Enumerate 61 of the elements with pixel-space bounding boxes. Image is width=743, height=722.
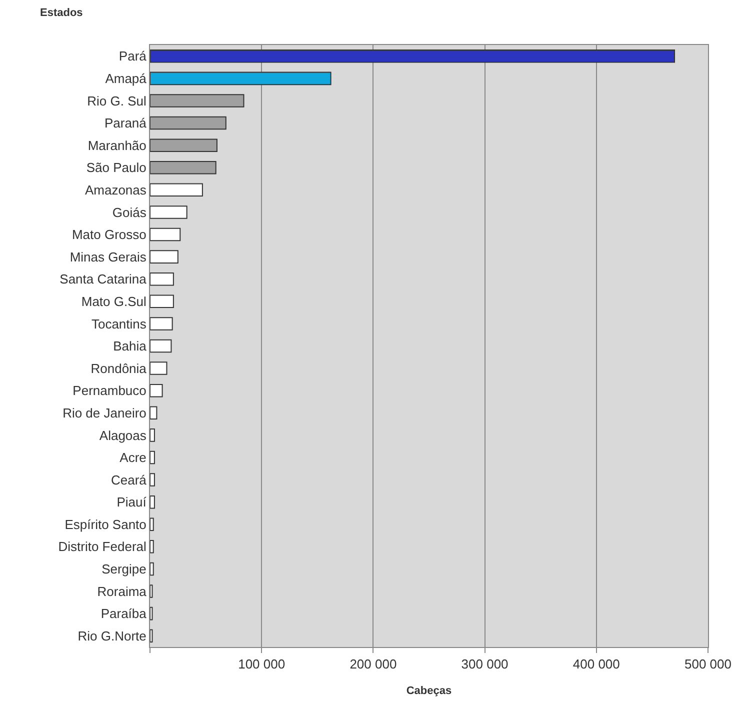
y-tick-label: Pernambuco — [72, 383, 146, 398]
bar — [150, 72, 332, 86]
y-tick-label: Rio de Janeiro — [62, 405, 146, 420]
x-tick-label: 300 000 — [461, 656, 508, 672]
bar — [150, 161, 216, 174]
bar — [150, 406, 158, 420]
y-tick-label: Maranhão — [88, 138, 146, 153]
bar — [150, 294, 174, 308]
bar — [150, 116, 226, 130]
y-tick-label: Pará — [118, 48, 148, 64]
x-tick-label: 100 000 — [238, 656, 286, 672]
bar — [150, 629, 153, 642]
bar — [150, 606, 153, 620]
y-tick-label: Rio G.Norte — [78, 628, 146, 644]
x-tick-label: 400 000 — [572, 656, 620, 672]
bar — [150, 473, 155, 486]
y-tick-label: Tocantins — [91, 316, 147, 332]
bar — [150, 362, 168, 375]
y-tick-label: Goiás — [112, 204, 147, 220]
y-tick-label: São Paulo — [86, 160, 146, 176]
y-tick-label: Sergipe — [102, 562, 146, 577]
bar — [150, 384, 163, 398]
bar — [150, 138, 218, 152]
y-tick-label: Piauí — [116, 494, 147, 510]
bar — [150, 562, 154, 576]
y-tick-label: Roraima — [97, 584, 148, 599]
y-tick-label: Rio G. Sul — [87, 93, 147, 108]
y-tick-label: Espírito Santo — [64, 516, 146, 532]
y-tick-label: Rondônia — [90, 360, 148, 376]
bar — [150, 428, 155, 442]
y-tick-label: Bahia — [113, 338, 148, 354]
y-tick-label: Amapá — [105, 70, 148, 86]
y-axis-title: Estados — [40, 7, 83, 19]
y-tick-label: Santa Catarina — [60, 272, 148, 287]
y-tick-label: Paraíba — [100, 606, 148, 622]
y-tick-label: Acre — [120, 450, 146, 466]
y-tick-label: Ceará — [110, 472, 148, 488]
bar — [150, 518, 154, 531]
bar — [150, 206, 188, 219]
x-axis-title: Cabeças — [406, 684, 452, 697]
y-tick-label: Amazonas — [84, 182, 147, 198]
bar — [150, 339, 172, 353]
y-tick-label: Paraná — [104, 116, 148, 131]
bar — [150, 495, 155, 509]
bar — [150, 250, 178, 264]
bar — [150, 228, 181, 242]
bar — [150, 584, 153, 598]
bar — [150, 540, 154, 554]
x-tick-label: 500 000 — [684, 656, 732, 672]
y-tick-label: Minas Gerais — [70, 249, 147, 264]
bar — [150, 183, 203, 197]
bar — [150, 50, 676, 63]
bar — [150, 272, 174, 286]
y-tick-label: Mato G.Sul — [81, 294, 147, 309]
x-tick-label: 200 000 — [350, 656, 397, 672]
bar — [150, 317, 173, 330]
y-tick-label: Alagoas — [99, 428, 147, 443]
bar — [150, 450, 155, 464]
bar — [150, 94, 244, 108]
y-tick-label: Mato Grosso — [72, 227, 146, 242]
y-tick-label: Distrito Federal — [58, 539, 147, 554]
